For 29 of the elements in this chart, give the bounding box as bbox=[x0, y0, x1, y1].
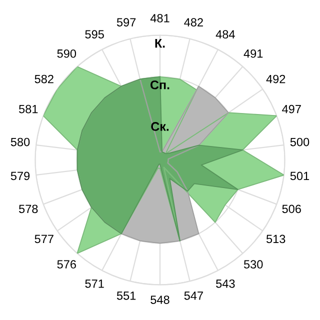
spoke-label: 590 bbox=[57, 49, 76, 58]
spoke-label: 501 bbox=[290, 172, 310, 180]
spoke-label: 481 bbox=[150, 14, 170, 22]
spoke-label: 571 bbox=[85, 280, 104, 288]
spoke-label: 578 bbox=[19, 204, 38, 214]
y-tick-label: Ск. bbox=[151, 122, 169, 131]
spoke-label: 492 bbox=[266, 74, 286, 84]
spoke-label: 582 bbox=[34, 74, 54, 84]
spoke-label: 597 bbox=[116, 18, 136, 26]
spoke-label: 500 bbox=[290, 138, 310, 146]
spoke-label: 506 bbox=[282, 204, 301, 214]
y-tick-label: Сп. bbox=[150, 80, 170, 90]
spoke-label: 581 bbox=[19, 104, 38, 114]
spoke-label: 547 bbox=[184, 292, 203, 300]
spoke-label: 576 bbox=[57, 260, 76, 269]
spoke-label: 595 bbox=[85, 30, 104, 39]
spoke-label: 482 bbox=[184, 18, 203, 26]
spoke-label: 580 bbox=[10, 138, 30, 146]
spoke-label: 491 bbox=[244, 49, 263, 58]
spoke-label: 497 bbox=[282, 104, 301, 114]
spoke-label: 577 bbox=[34, 234, 54, 244]
spoke-label: 548 bbox=[150, 296, 170, 304]
spoke-label: 530 bbox=[244, 260, 263, 269]
y-tick-label: К. bbox=[155, 38, 165, 48]
spoke-label: 579 bbox=[10, 172, 30, 180]
spoke-label: 551 bbox=[116, 292, 136, 300]
spoke-label: 484 bbox=[216, 30, 235, 39]
spoke-label: 543 bbox=[216, 279, 235, 288]
spoke-label: 513 bbox=[266, 234, 286, 244]
